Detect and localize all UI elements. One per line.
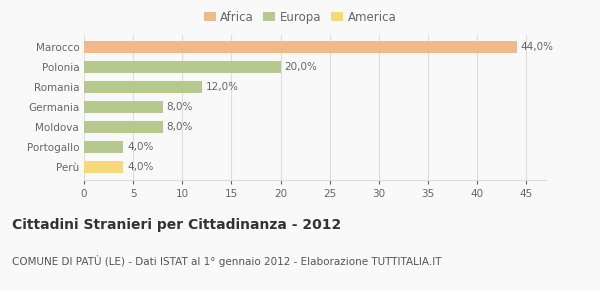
Legend: Africa, Europa, America: Africa, Europa, America xyxy=(199,6,401,28)
Bar xyxy=(84,121,163,133)
Text: COMUNE DI PATÙ (LE) - Dati ISTAT al 1° gennaio 2012 - Elaborazione TUTTITALIA.IT: COMUNE DI PATÙ (LE) - Dati ISTAT al 1° g… xyxy=(12,255,442,267)
Bar xyxy=(84,61,281,73)
Bar xyxy=(84,101,163,113)
Bar xyxy=(84,41,517,53)
Bar xyxy=(84,161,124,173)
Text: 12,0%: 12,0% xyxy=(206,82,239,92)
Text: 4,0%: 4,0% xyxy=(127,162,154,172)
Text: Cittadini Stranieri per Cittadinanza - 2012: Cittadini Stranieri per Cittadinanza - 2… xyxy=(12,218,341,231)
Bar xyxy=(84,81,202,93)
Text: 8,0%: 8,0% xyxy=(167,102,193,112)
Bar xyxy=(84,141,124,153)
Text: 4,0%: 4,0% xyxy=(127,142,154,152)
Text: 8,0%: 8,0% xyxy=(167,122,193,132)
Text: 44,0%: 44,0% xyxy=(520,42,553,52)
Text: 20,0%: 20,0% xyxy=(284,62,317,72)
